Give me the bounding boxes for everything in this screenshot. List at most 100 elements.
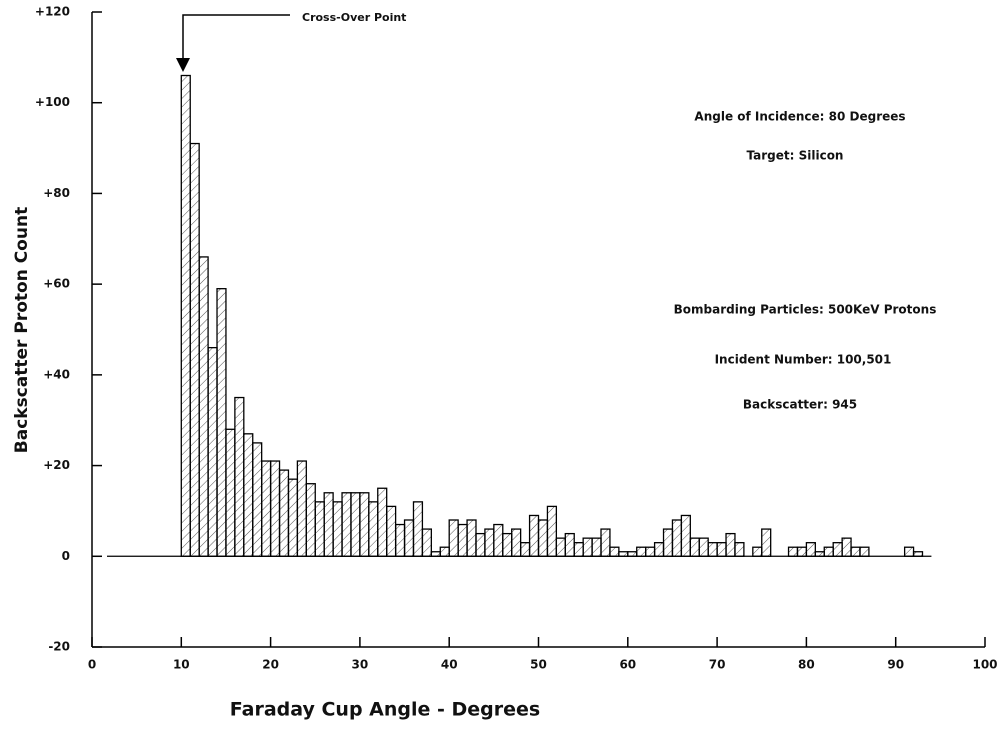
y-tick-label: +40	[43, 367, 70, 381]
histogram-bar	[832, 542, 843, 557]
histogram-bar	[475, 532, 486, 557]
histogram-bar	[448, 519, 459, 557]
annotation: Cross-Over Point	[302, 11, 406, 24]
histogram-bar	[430, 551, 441, 557]
histogram-bar	[225, 428, 236, 557]
histogram-bar	[903, 546, 915, 557]
histogram-bar	[466, 519, 477, 557]
histogram-bar	[618, 551, 629, 557]
x-tick-label: 30	[352, 658, 369, 672]
x-tick-label: 10	[173, 658, 190, 672]
histogram-bar	[278, 469, 290, 557]
histogram-bar	[850, 546, 861, 557]
y-tick-label: -20	[48, 640, 70, 654]
histogram-bar	[528, 514, 540, 557]
histogram-bar	[653, 542, 665, 557]
arrow-head	[176, 58, 190, 72]
histogram-bar	[198, 256, 209, 557]
x-axis-label: Faraday Cup Angle - Degrees	[230, 699, 540, 721]
histogram-bar	[573, 542, 584, 557]
histogram-bar	[493, 523, 504, 557]
histogram-bar	[627, 551, 638, 557]
histogram-bar	[519, 542, 531, 557]
histogram-bar	[234, 396, 245, 557]
histogram-bar	[403, 519, 415, 557]
y-axis-label: Backscatter Proton Count	[12, 207, 32, 453]
histogram-bar	[189, 142, 200, 557]
x-tick-label: 100	[972, 658, 997, 672]
histogram-bar	[332, 501, 343, 557]
histogram-bar	[243, 433, 254, 557]
histogram-bar	[841, 537, 852, 557]
histogram-bar	[439, 546, 450, 557]
x-tick-label: 40	[441, 658, 458, 672]
histogram-bar	[502, 532, 513, 557]
histogram-bar	[261, 460, 272, 557]
histogram-bar	[546, 505, 558, 557]
histogram-bar	[761, 528, 772, 557]
histogram-bar	[671, 519, 683, 557]
histogram-bar	[752, 546, 763, 557]
y-tick-label: +120	[35, 5, 70, 19]
histogram-bar	[734, 542, 745, 557]
histogram-bar	[680, 514, 691, 557]
histogram-bar	[823, 546, 834, 557]
histogram-bar	[305, 483, 316, 557]
histogram-bar	[537, 519, 549, 557]
y-tick-label: +20	[43, 458, 70, 472]
histogram-bar	[457, 523, 468, 557]
annotation: Bombarding Particles: 500KeV Protons	[674, 303, 937, 317]
histogram-bar	[394, 523, 406, 557]
histogram-bar	[645, 546, 656, 557]
y-tick-label: +80	[43, 186, 70, 200]
x-tick-label: 80	[798, 658, 815, 672]
y-tick-label: +100	[35, 95, 70, 109]
y-tick-label: +60	[43, 277, 70, 291]
x-tick-label: 70	[709, 658, 726, 672]
histogram-bar	[609, 546, 620, 557]
histogram-bar	[341, 492, 352, 557]
histogram-bar	[180, 74, 191, 557]
x-tick-label: 0	[88, 658, 96, 672]
annotation: Backscatter: 945	[743, 398, 857, 412]
histogram-bar	[859, 546, 870, 557]
histogram-bar	[511, 528, 522, 557]
histogram-bar	[368, 501, 379, 557]
histogram-bar	[725, 532, 736, 557]
histogram-bar	[662, 528, 674, 557]
histogram-bar	[386, 505, 397, 557]
histogram-bar	[207, 346, 218, 557]
histogram-bar	[814, 551, 825, 557]
histogram-bar	[707, 542, 718, 557]
histogram-bar	[912, 551, 924, 557]
histogram-bar	[555, 537, 566, 557]
annotation: Incident Number: 100,501	[715, 353, 892, 367]
histogram-bar	[787, 546, 799, 557]
histogram-bar	[805, 542, 816, 557]
histogram-bar	[269, 460, 281, 557]
histogram-bar	[484, 528, 495, 557]
histogram-bar	[591, 537, 602, 557]
arrow	[182, 14, 290, 60]
histogram-bar	[350, 492, 361, 557]
histogram-bar	[296, 460, 307, 557]
histogram-bar	[582, 537, 593, 557]
histogram-bar	[600, 528, 611, 557]
x-tick-label: 90	[887, 658, 904, 672]
annotation: Target: Silicon	[747, 149, 844, 163]
histogram-bar	[377, 487, 388, 557]
histogram-bar	[698, 537, 709, 557]
histogram-bar	[636, 546, 647, 557]
histogram-bar	[287, 478, 299, 557]
histogram-bar	[421, 528, 432, 557]
histogram-bar	[252, 442, 263, 557]
histogram-bar	[216, 288, 227, 557]
histogram-bar	[796, 546, 808, 557]
x-tick-label: 60	[619, 658, 636, 672]
histogram-bar	[412, 501, 424, 557]
histogram-bar	[716, 542, 727, 557]
histogram-bar	[359, 492, 370, 557]
histogram-bar	[689, 537, 700, 557]
histogram-bar	[314, 501, 325, 557]
